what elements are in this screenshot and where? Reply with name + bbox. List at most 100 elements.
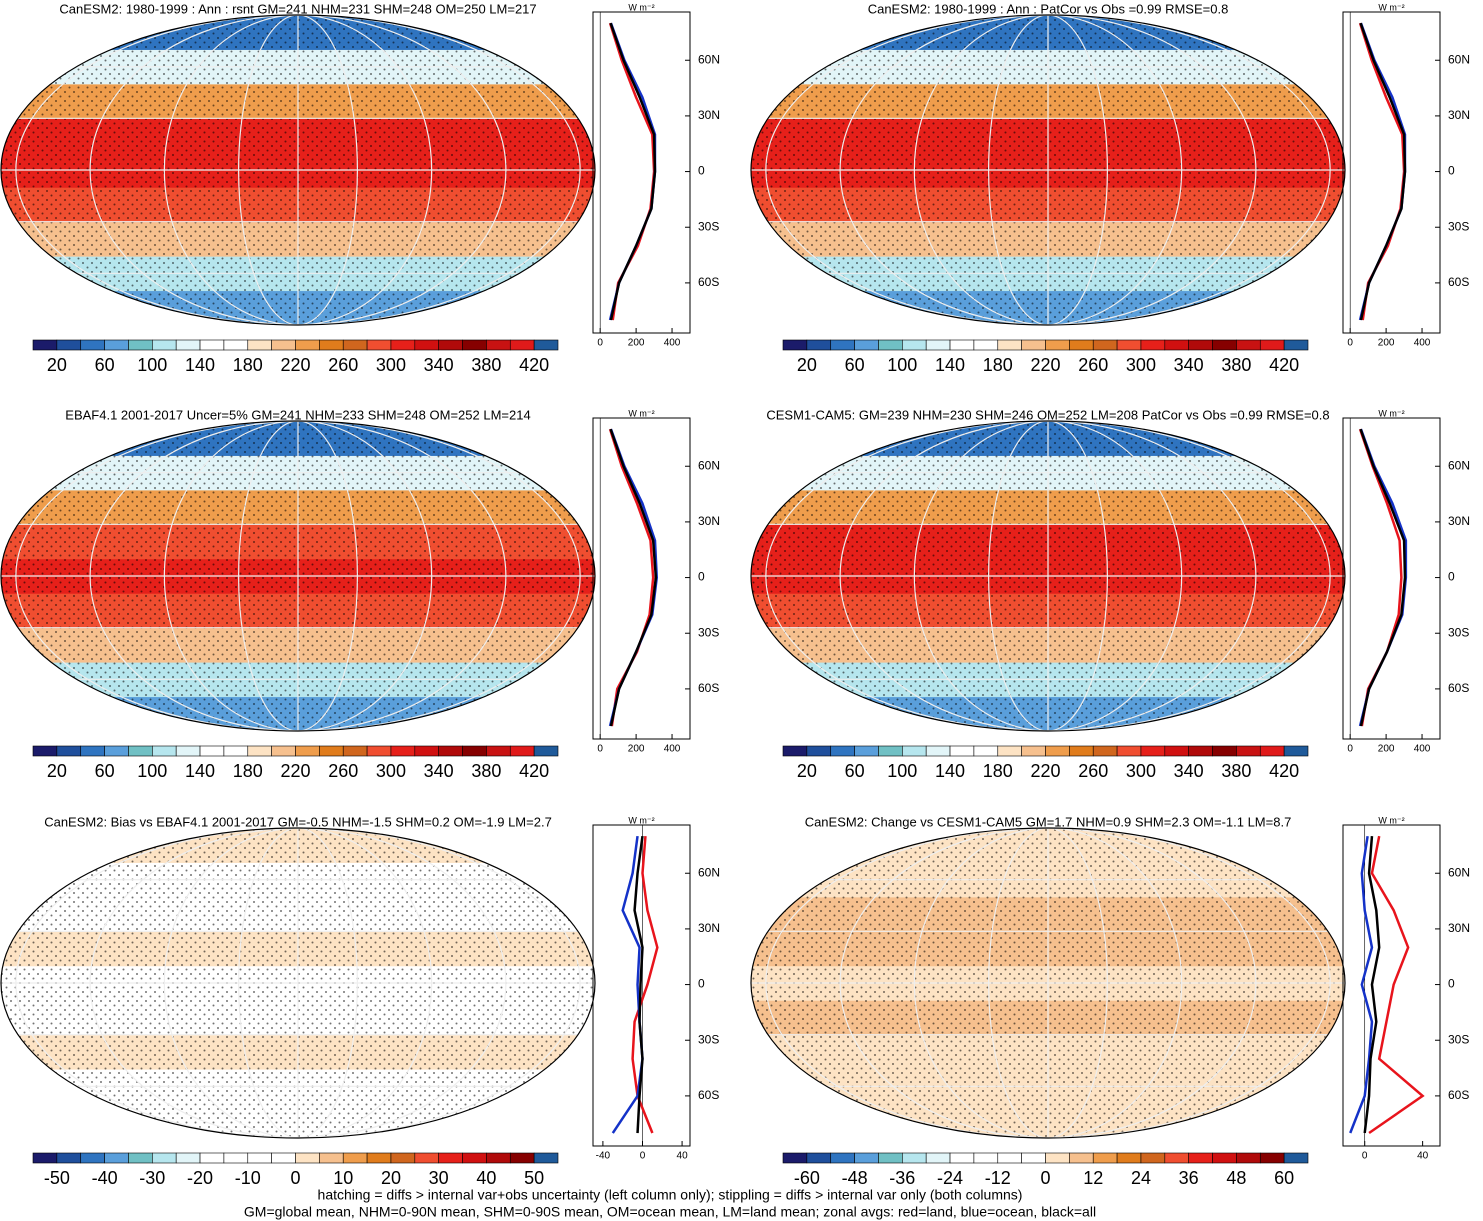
colorbar-label: -10 <box>235 1168 261 1188</box>
colorbar-box <box>509 1152 535 1164</box>
colorbar-label: 180 <box>233 761 263 781</box>
panel-title: CESM1-CAM5: GM=239 NHM=230 SHM=246 OM=25… <box>766 407 1329 422</box>
colorbar-box <box>1045 339 1070 351</box>
colorbar-label: 20 <box>797 761 817 781</box>
colorbar-box <box>295 339 320 351</box>
colorbar-box <box>925 339 951 351</box>
colorbar-box <box>319 1152 344 1164</box>
colorbar-box <box>806 339 832 351</box>
colorbar-box <box>925 745 951 757</box>
colorbar-label: 10 <box>333 1168 353 1188</box>
colorbar-label: -24 <box>937 1168 963 1188</box>
zonal-unit: W m⁻² <box>1378 815 1404 825</box>
colorbar-box <box>247 745 272 757</box>
colorbar-box <box>878 745 903 757</box>
colorbar-label: 140 <box>935 761 965 781</box>
colorbar-box <box>128 339 153 351</box>
colorbar-box <box>223 1152 249 1164</box>
colorbar-label: 220 <box>1030 355 1060 375</box>
colorbar-box <box>319 745 344 757</box>
colorbar-box <box>1164 745 1189 757</box>
y-tick-label: 30S <box>698 219 719 233</box>
colorbar-label: 20 <box>381 1168 401 1188</box>
colorbar-box <box>342 1152 368 1164</box>
y-tick-label: 0 <box>698 164 705 178</box>
x-tick-label: 40 <box>677 1151 689 1162</box>
colorbar-box <box>949 339 975 351</box>
colorbar-box <box>509 339 535 351</box>
x-tick-label: 0 <box>597 338 603 349</box>
y-tick-label: 30N <box>1448 108 1470 122</box>
zonal-line <box>611 835 644 1134</box>
colorbar-box <box>1259 745 1285 757</box>
colorbar-box <box>1021 1152 1046 1164</box>
x-tick-label: 400 <box>1414 744 1431 755</box>
colorbar-box <box>295 1152 320 1164</box>
colorbar-box <box>271 745 296 757</box>
y-tick-label: 60S <box>698 1088 719 1102</box>
map-meridian <box>839 15 1257 325</box>
map-meridian <box>913 828 1183 1138</box>
colorbar-label: -30 <box>139 1168 165 1188</box>
colorbar-box <box>1069 1152 1094 1164</box>
colorbar-box <box>854 1152 879 1164</box>
x-tick-label: 40 <box>1417 1151 1429 1162</box>
colorbar-box <box>152 745 177 757</box>
map-meridian <box>839 828 1257 1138</box>
map-meridian <box>89 828 507 1138</box>
colorbar-box <box>414 1152 439 1164</box>
colorbar-box <box>80 1152 105 1164</box>
colorbar-box <box>1116 339 1142 351</box>
map-outline <box>0 14 596 326</box>
map <box>751 421 1345 731</box>
y-tick-label: 0 <box>698 570 705 584</box>
y-tick-label: 60N <box>1448 458 1470 472</box>
colorbar-box <box>1188 339 1213 351</box>
colorbar-label: 260 <box>328 355 358 375</box>
zonal-unit: W m⁻² <box>628 2 654 12</box>
y-tick-label: 60S <box>698 681 719 695</box>
colorbar-label: -50 <box>44 1168 70 1188</box>
colorbar-box <box>342 339 368 351</box>
colorbar-box <box>342 745 368 757</box>
map-meridian <box>987 15 1108 325</box>
map-meridian <box>15 15 581 325</box>
colorbar-box <box>949 1152 975 1164</box>
y-tick-label: 30S <box>698 1032 719 1046</box>
colorbar-box <box>1045 1152 1070 1164</box>
colorbar-box <box>830 339 855 351</box>
map-meridian <box>987 421 1108 731</box>
colorbar-box <box>486 1152 511 1164</box>
colorbar-box <box>80 339 105 351</box>
y-tick-label: 30N <box>698 921 720 935</box>
colorbar-box <box>1212 339 1237 351</box>
zonal-line <box>608 428 659 727</box>
colorbar-label: 140 <box>185 761 215 781</box>
zonal-frame <box>1342 824 1441 1147</box>
y-tick-label: 0 <box>698 977 705 991</box>
map-meridian <box>89 15 507 325</box>
colorbar-box <box>32 339 58 351</box>
colorbar-label: 20 <box>47 355 67 375</box>
y-tick-label: 60N <box>698 52 720 66</box>
colorbar-label: 0 <box>1040 1168 1050 1188</box>
map-outline <box>750 14 1346 326</box>
colorbar-box <box>878 1152 903 1164</box>
panel-title: EBAF4.1 2001-2017 Uncer=5% GM=241 NHM=23… <box>65 407 530 422</box>
colorbar-box <box>56 1152 82 1164</box>
colorbar-label: 100 <box>137 761 167 781</box>
x-tick-label: 200 <box>1378 744 1395 755</box>
zonal-line <box>608 22 656 321</box>
map-meridian <box>913 421 1183 731</box>
map-meridian <box>15 421 581 731</box>
colorbar-box <box>104 339 129 351</box>
y-tick-label: 60N <box>698 865 720 879</box>
colorbar-box <box>1140 339 1166 351</box>
colorbar-box <box>319 339 344 351</box>
colorbar-label: 300 <box>1126 761 1156 781</box>
colorbar-box <box>199 339 225 351</box>
panel-title: CanESM2: 1980-1999 : Ann : rsnt GM=241 N… <box>59 1 536 16</box>
colorbar-box <box>854 745 879 757</box>
colorbar-label: -40 <box>92 1168 118 1188</box>
colorbar-box <box>1021 339 1046 351</box>
